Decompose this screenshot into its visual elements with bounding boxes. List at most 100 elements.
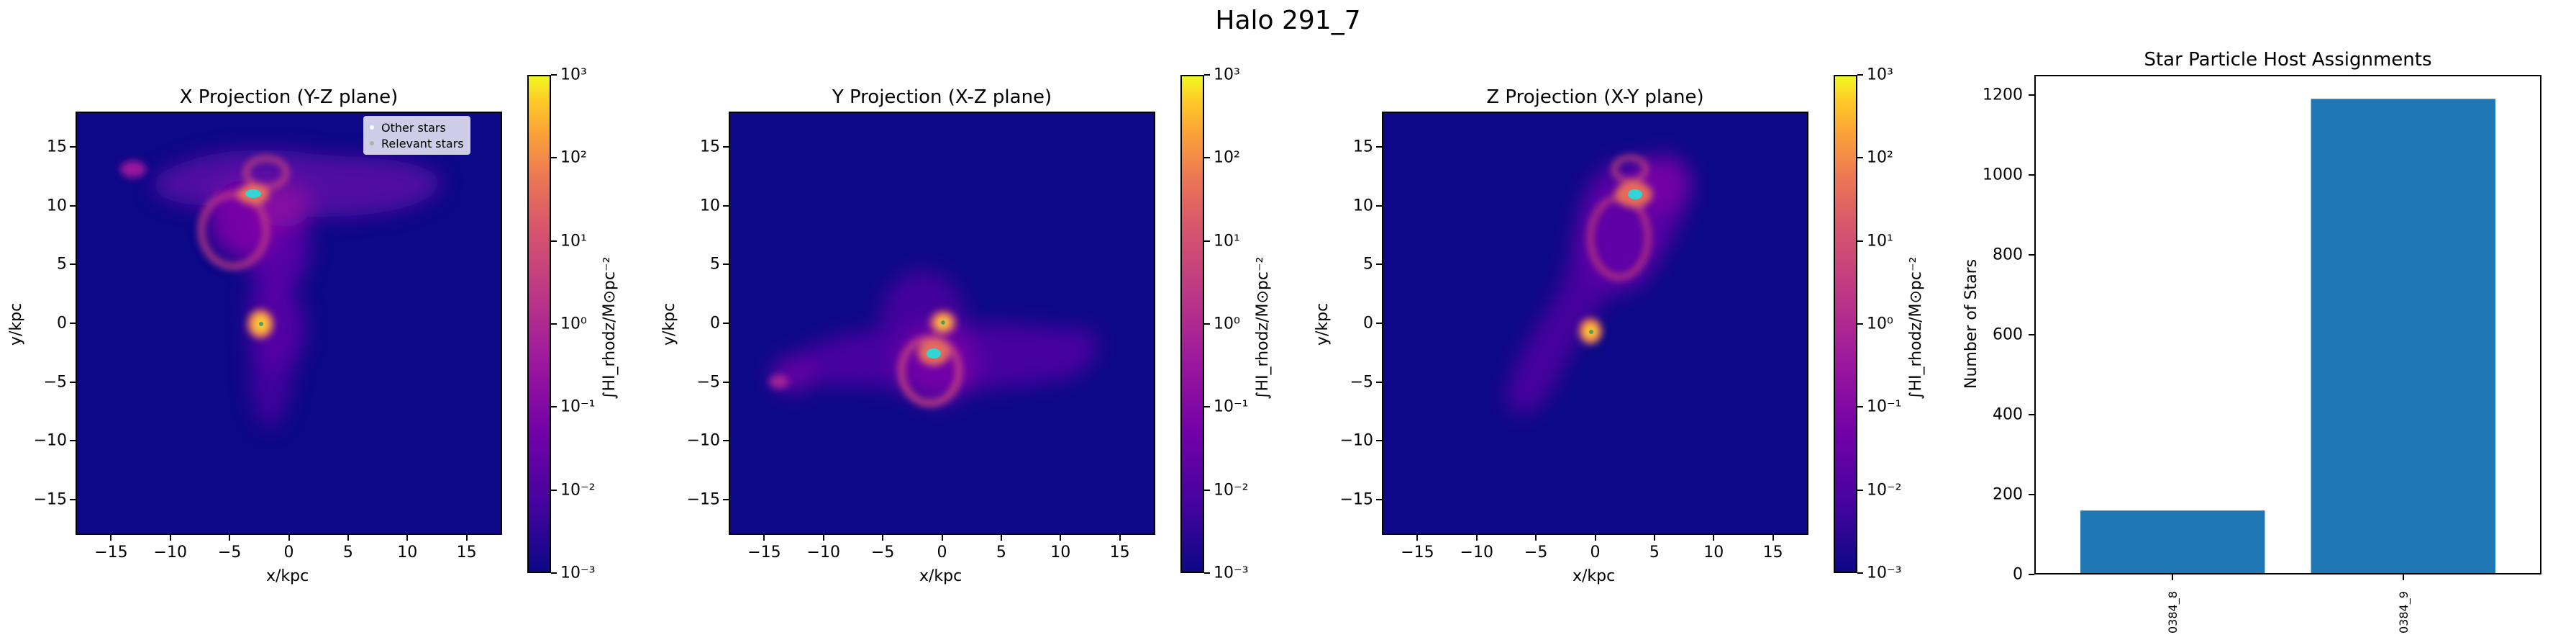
star-cluster-main: [1628, 189, 1642, 199]
x-tick-mark: [1535, 535, 1537, 541]
colorbar-tick-mark: [1204, 489, 1210, 491]
x-tick-label: −10: [153, 544, 187, 562]
density-map-y: [769, 270, 1098, 407]
x-tick-mark: [1653, 535, 1655, 541]
y-tick-label: 600: [1993, 325, 2023, 344]
y-tick-label: −5: [696, 373, 720, 392]
y-tick-label: 10: [700, 197, 720, 215]
y-tick-label: −10: [33, 431, 67, 450]
y-tick-label: 10: [1353, 197, 1373, 215]
colorbar-tick-label: 10⁻³: [1214, 564, 1249, 582]
y-tick-mark: [723, 204, 729, 207]
y-tick-label: 800: [1993, 245, 2023, 264]
x-tick-label: −15: [747, 544, 781, 562]
y-tick-label: 15: [700, 138, 720, 156]
y-tick-label: 0: [710, 314, 720, 333]
y-axis-label: Number of Stars: [1962, 258, 1980, 389]
y-tick-label: 15: [47, 138, 67, 156]
y-tick-mark: [2029, 253, 2034, 256]
colorbar-tick-label: 10¹: [1867, 232, 1893, 251]
y-tick-label: 15: [1353, 138, 1373, 156]
x-tick-label: 5: [1649, 544, 1660, 562]
x-tick-mark: [1119, 535, 1121, 541]
colorbar-tick-label: 10⁻¹: [560, 397, 596, 416]
x-axis-label: x/kpc: [1573, 567, 1616, 585]
x-tick-mark: [1060, 535, 1062, 541]
colorbar-tick-mark: [1204, 157, 1210, 159]
x-axis-label: x/kpc: [919, 567, 962, 585]
y-tick-label: 0: [1363, 314, 1373, 333]
x-tick-label: 5: [342, 544, 353, 562]
colorbar-tick-label: 10³: [1867, 66, 1893, 84]
y-tick-mark: [723, 440, 729, 442]
y-tick-mark: [1376, 323, 1382, 324]
y-tick-mark: [70, 440, 76, 442]
colorbar-tick-label: 10¹: [560, 232, 587, 251]
bar-0384_8: [2080, 510, 2265, 574]
x-tick-mark: [941, 535, 943, 541]
y-tick-mark: [2029, 94, 2034, 96]
colorbar-tick-label: 10⁻²: [1214, 481, 1249, 500]
density-map-x: [120, 150, 442, 428]
y-tick-label: 5: [1363, 255, 1373, 274]
y-tick-label: −5: [43, 373, 67, 392]
x-tick-mark: [763, 535, 765, 541]
star-cluster-main: [245, 189, 261, 198]
x-tick-label: 0: [283, 544, 294, 562]
colorbar-tick-label: 10⁻³: [560, 564, 596, 582]
x-tick-mark: [465, 535, 468, 541]
bar-0384_9: [2311, 99, 2495, 574]
y-tick-mark: [70, 146, 76, 148]
x-tick-mark: [1772, 535, 1774, 541]
y-tick-mark: [2029, 173, 2034, 176]
y-axis-label: y/kpc: [7, 302, 25, 346]
colorbar-tick-label: 10²: [560, 148, 587, 167]
axes-frame-z: [1382, 112, 1808, 535]
y-tick-mark: [2029, 333, 2034, 335]
y-tick-label: 1200: [1983, 86, 2023, 104]
colorbar-tick-label: 10³: [1214, 66, 1240, 84]
colorbar: [1180, 75, 1204, 573]
colorbar-tick-mark: [1204, 323, 1210, 325]
y-tick-label: 5: [57, 255, 67, 274]
x-tick-label: −5: [217, 544, 242, 562]
x-tick-mark: [110, 535, 112, 541]
y-tick-mark: [1376, 204, 1382, 207]
colorbar-tick-mark: [1857, 240, 1863, 242]
colorbar-tick-mark: [551, 489, 557, 491]
colorbar-tick-label: 10⁰: [560, 315, 587, 333]
projection-map-z: [1382, 112, 1808, 535]
y-tick-label: 10: [47, 197, 67, 215]
colorbar-tick-label: 10²: [1214, 148, 1240, 167]
colorbar-tick-label: 10²: [1867, 148, 1893, 167]
colorbar-tick-mark: [1204, 240, 1210, 242]
y-tick-mark: [723, 263, 729, 266]
x-tick-mark: [2172, 574, 2174, 580]
x-tick-mark: [169, 535, 171, 541]
y-tick-label: −10: [686, 431, 720, 450]
y-tick-mark: [1376, 499, 1382, 500]
x-tick-label: 15: [1762, 544, 1783, 562]
x-tick-label: 10: [1703, 544, 1724, 562]
x-tick-mark: [406, 535, 409, 541]
y-tick-label: 5: [710, 255, 720, 274]
x-tick-label: 0: [1590, 544, 1601, 562]
x-tick-label: −5: [1524, 544, 1548, 562]
y-tick-mark: [1376, 440, 1382, 442]
x-tick-label: −5: [870, 544, 895, 562]
x-tick-label: −10: [1460, 544, 1493, 562]
y-tick-label: −10: [1339, 431, 1373, 450]
y-tick-label: −15: [1339, 490, 1373, 509]
y-tick-mark: [70, 323, 76, 324]
x-tick-label: −10: [806, 544, 840, 562]
colorbar-tick-label: 10¹: [1214, 232, 1240, 251]
axes-frame-x: [76, 112, 502, 535]
colorbar-tick-mark: [551, 572, 557, 574]
y-axis-label: y/kpc: [660, 302, 678, 346]
y-tick-mark: [1376, 146, 1382, 148]
x-tick-mark: [1713, 535, 1715, 541]
colorbar-tick-mark: [1204, 572, 1210, 574]
y-tick-mark: [723, 381, 729, 383]
colorbar-tick-mark: [1857, 489, 1863, 491]
x-tick-mark: [822, 535, 824, 541]
